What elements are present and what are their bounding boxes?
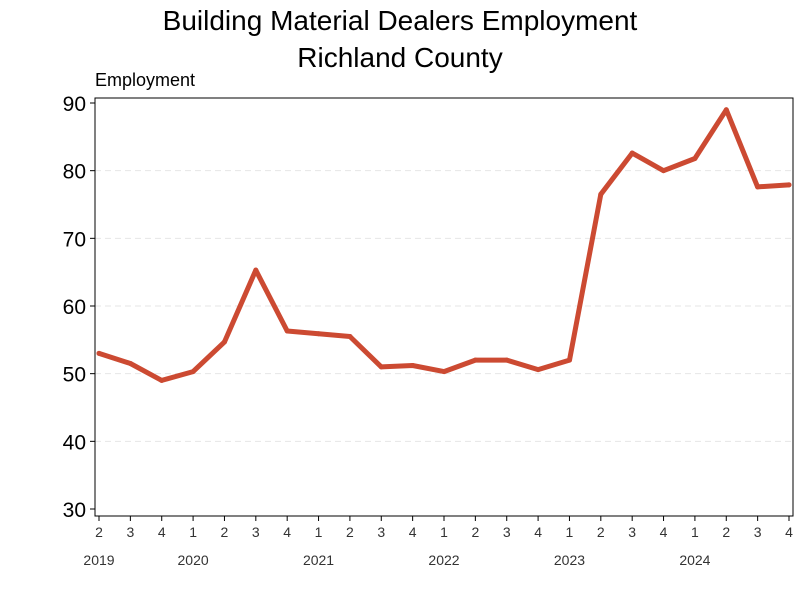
x-tick-label: 1 xyxy=(440,524,448,540)
year-label: 2022 xyxy=(428,552,459,568)
data-point xyxy=(410,363,416,369)
x-tick-label: 1 xyxy=(189,524,197,540)
x-tick-label: 4 xyxy=(409,524,417,540)
chart-title-line-2: Richland County xyxy=(297,42,502,73)
data-point xyxy=(378,364,384,370)
data-point xyxy=(316,331,322,337)
y-axis: 30 40 50 60 70 80 90 xyxy=(63,93,95,522)
y-tick-label: 70 xyxy=(63,228,86,251)
data-point xyxy=(598,191,604,197)
data-point xyxy=(755,184,761,190)
x-tick-label: 4 xyxy=(158,524,166,540)
series-group xyxy=(96,107,792,383)
x-tick-label: 4 xyxy=(534,524,542,540)
x-tick-label: 2 xyxy=(346,524,354,540)
y-tick-label: 60 xyxy=(63,296,86,319)
year-label: 2024 xyxy=(679,552,710,568)
y-tick-label: 90 xyxy=(63,93,86,116)
year-label: 2019 xyxy=(83,552,114,568)
x-tick-label: 3 xyxy=(377,524,385,540)
data-point xyxy=(127,361,133,367)
data-point xyxy=(661,168,667,174)
x-tick-label: 1 xyxy=(566,524,574,540)
data-point xyxy=(566,357,572,363)
x-tick-label: 2 xyxy=(722,524,730,540)
data-point xyxy=(253,267,259,273)
year-label: 2021 xyxy=(303,552,334,568)
chart-title-line-1: Building Material Dealers Employment xyxy=(163,5,638,36)
x-tick-label: 4 xyxy=(785,524,793,540)
year-label: 2020 xyxy=(178,552,209,568)
y-axis-label: Employment xyxy=(95,70,195,90)
y-tick-label: 30 xyxy=(63,499,86,522)
data-point xyxy=(472,357,478,363)
x-axis: 2 3 4 1 2 3 4 1 2 3 4 1 2 3 4 1 2 3 4 1 2 3 4 2019 2020 2021 2022 2… xyxy=(83,516,793,568)
data-point xyxy=(159,377,165,383)
x-tick-label: 3 xyxy=(252,524,260,540)
data-point xyxy=(629,150,635,156)
data-point xyxy=(190,369,196,375)
x-tick-label: 3 xyxy=(503,524,511,540)
data-point xyxy=(96,350,102,356)
x-tick-label: 1 xyxy=(315,524,323,540)
y-tick-label: 40 xyxy=(63,431,86,454)
x-tick-label: 4 xyxy=(660,524,668,540)
data-point xyxy=(692,155,698,161)
x-tick-label: 2 xyxy=(95,524,103,540)
x-tick-label: 1 xyxy=(691,524,699,540)
data-point xyxy=(347,333,353,339)
y-tick-label: 50 xyxy=(63,364,86,387)
x-tick-label: 3 xyxy=(628,524,636,540)
data-point xyxy=(786,182,792,188)
x-tick-label: 2 xyxy=(597,524,605,540)
data-point xyxy=(723,107,729,113)
data-point xyxy=(441,369,447,375)
data-point xyxy=(504,357,510,363)
data-point xyxy=(221,339,227,345)
grid xyxy=(95,170,793,442)
x-tick-label: 3 xyxy=(754,524,762,540)
x-tick-label: 2 xyxy=(221,524,229,540)
data-point xyxy=(284,328,290,334)
x-tick-label: 4 xyxy=(283,524,291,540)
x-tick-label: 2 xyxy=(471,524,479,540)
y-tick-label: 80 xyxy=(63,161,86,184)
data-point xyxy=(535,367,541,373)
series-line xyxy=(96,107,792,383)
x-tick-label: 3 xyxy=(126,524,134,540)
year-label: 2023 xyxy=(554,552,585,568)
